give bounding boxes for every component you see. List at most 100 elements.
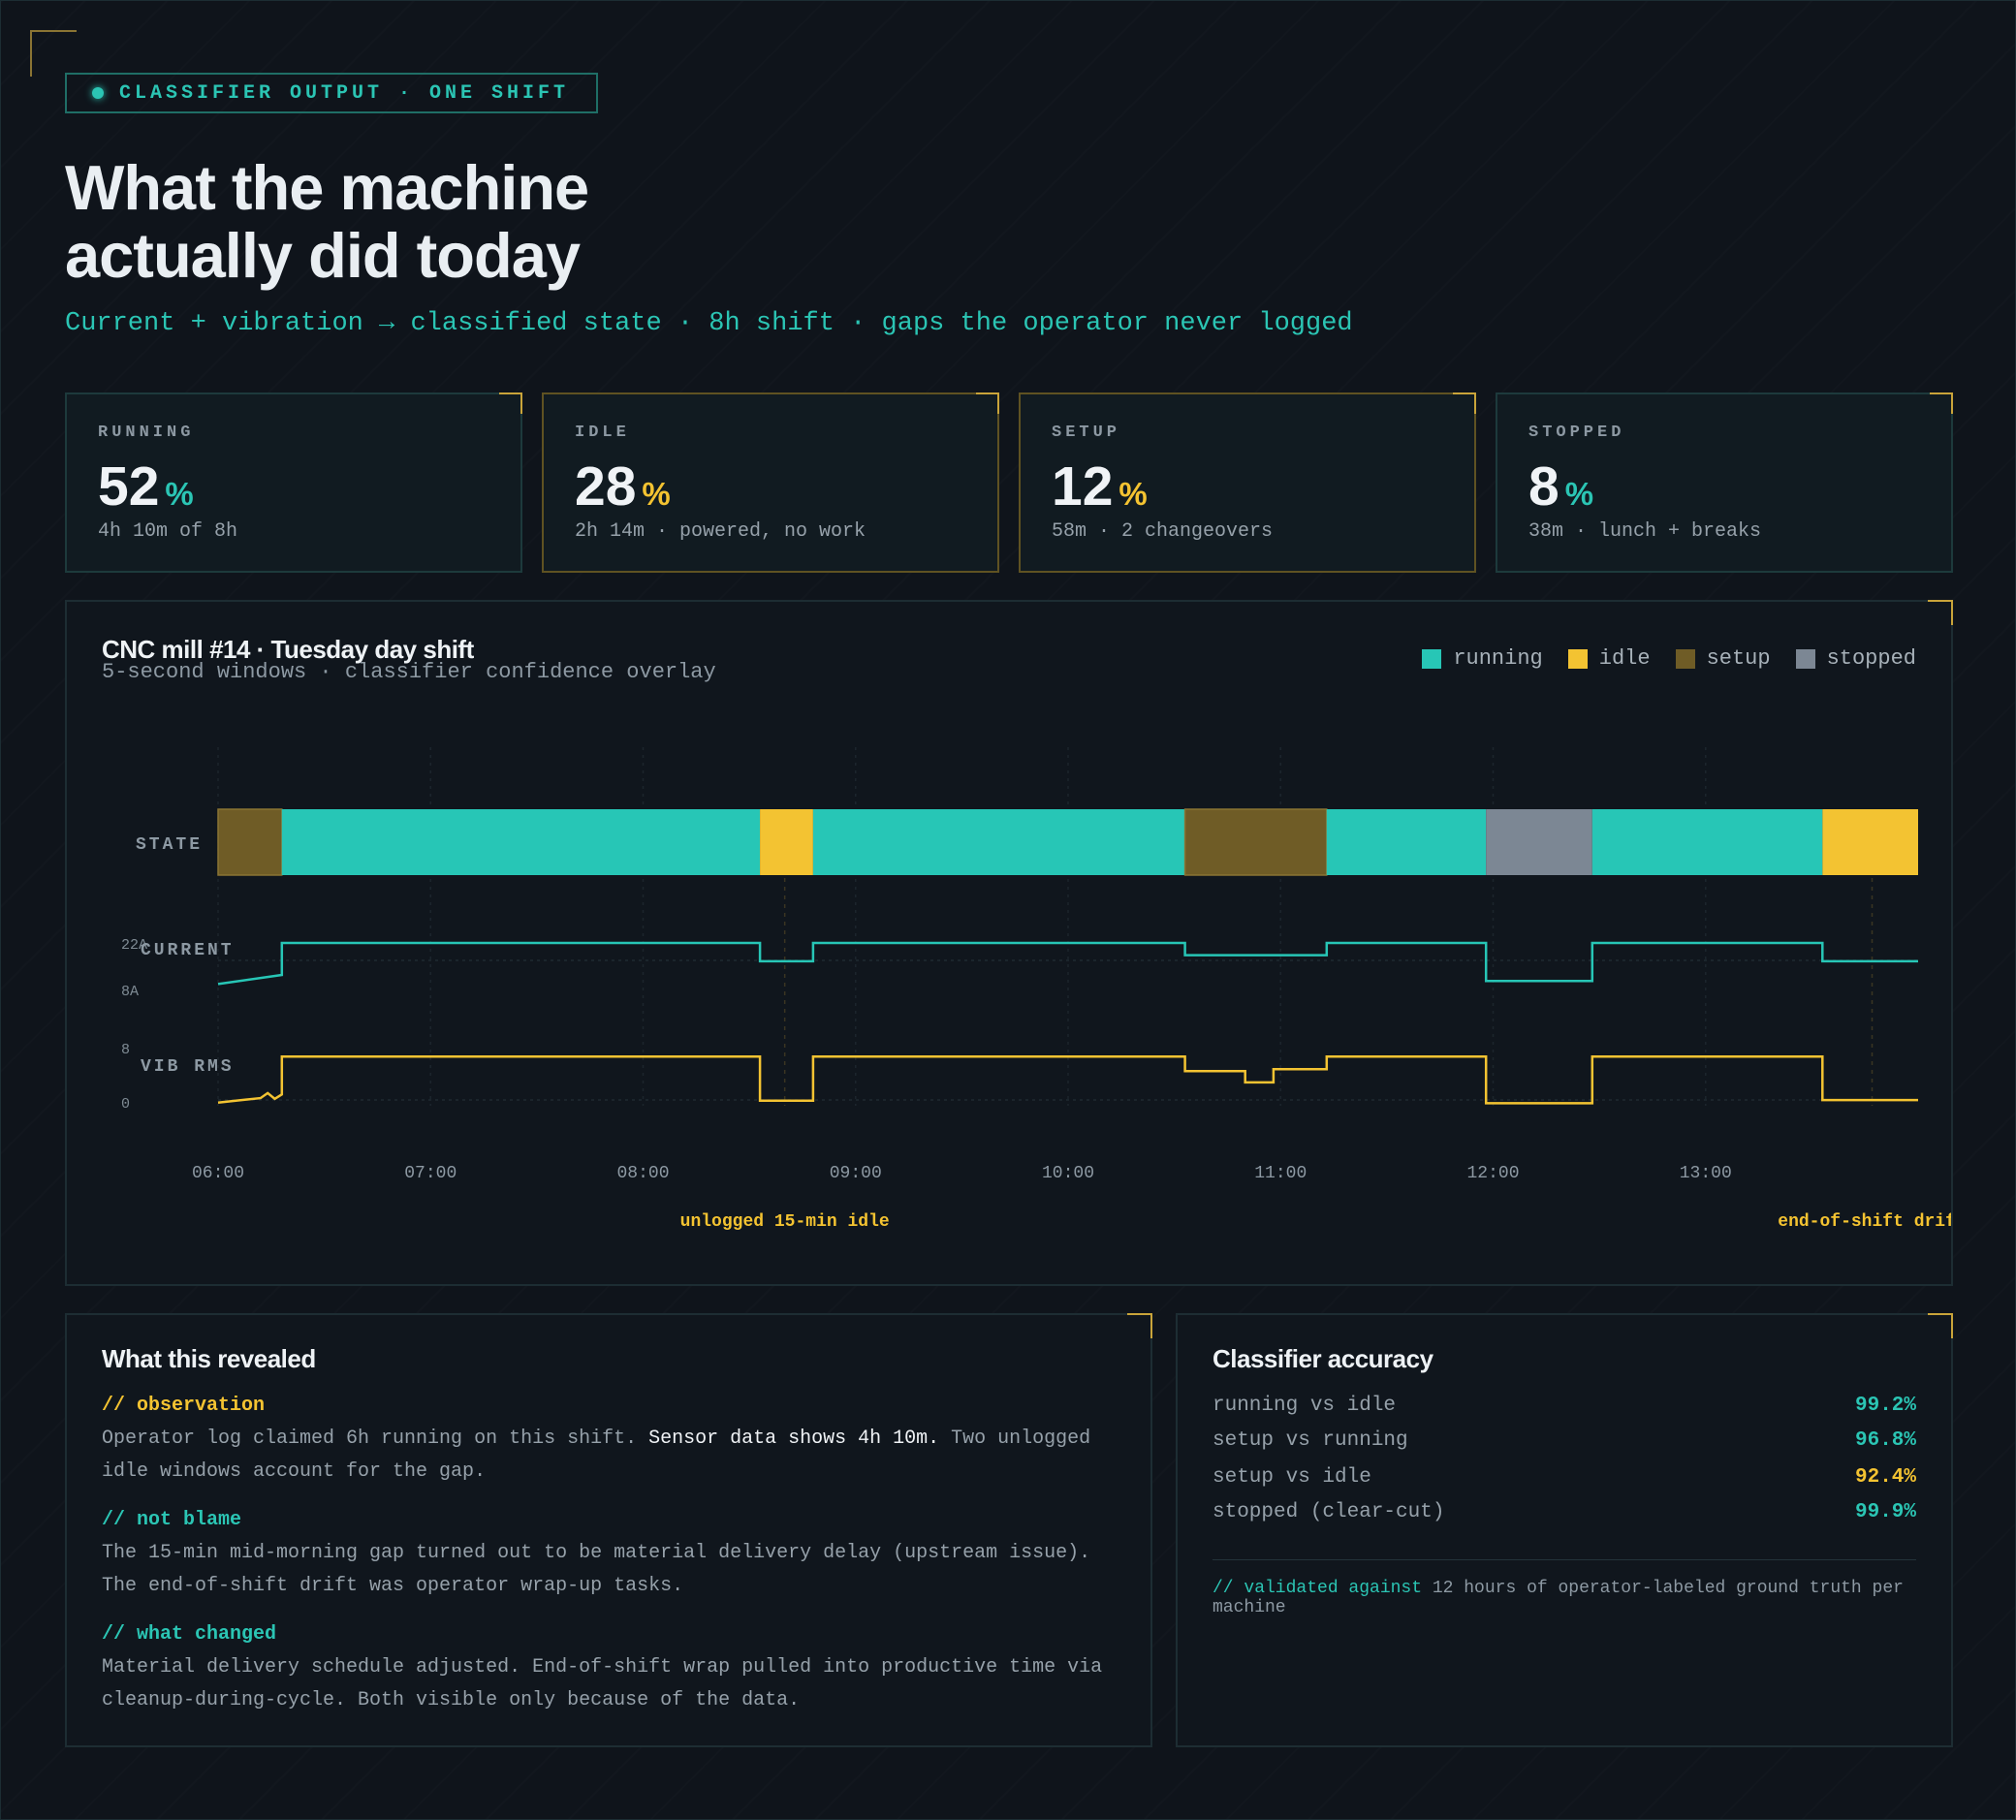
x-tick-label: 07:00 xyxy=(404,1164,457,1183)
accuracy-value: 92.4% xyxy=(1854,1466,1916,1489)
stat-note: 2h 14m · powered, no work xyxy=(575,520,866,543)
header-badge: CLASSIFIER OUTPUT · ONE SHIFT xyxy=(65,73,599,113)
not-blame-text: The 15-min mid-morning gap turned out to… xyxy=(102,1542,1091,1597)
accuracy-row: running vs idle 99.2% xyxy=(1213,1395,1916,1417)
legend-item-idle: idle xyxy=(1567,646,1651,671)
corner-tick xyxy=(1928,1313,1953,1338)
x-tick-label: 09:00 xyxy=(830,1164,882,1183)
legend-label: idle xyxy=(1598,646,1651,671)
annotation-label: unlogged 15-min idle xyxy=(680,1212,890,1232)
stat-number: 8 xyxy=(1528,455,1559,518)
stat-number: 12 xyxy=(1052,455,1114,518)
stat-card-running: RUNNING 52% 4h 10m of 8h xyxy=(65,392,522,573)
stat-value: 8% xyxy=(1528,455,1593,518)
revealed-heading: What this revealed xyxy=(102,1344,316,1373)
page-title: What the machine actually did today xyxy=(65,154,840,290)
accuracy-row: setup vs running 96.8% xyxy=(1213,1429,1916,1452)
corner-bracket xyxy=(30,30,77,77)
accuracy-label: setup vs running xyxy=(1213,1429,1408,1452)
x-tick-label: 06:00 xyxy=(192,1164,244,1183)
accuracy-value: 99.2% xyxy=(1854,1395,1916,1417)
revealed-panel: What this revealed // observation Operat… xyxy=(65,1313,1152,1747)
accuracy-value: 99.9% xyxy=(1854,1501,1916,1523)
legend-swatch xyxy=(1567,648,1588,669)
accuracy-value: 96.8% xyxy=(1854,1429,1916,1452)
divider xyxy=(1213,1559,1916,1560)
state-segment-stopped xyxy=(1486,809,1592,875)
stat-note: 38m · lunch + breaks xyxy=(1528,520,1762,543)
x-tick-label: 10:00 xyxy=(1042,1164,1094,1183)
stat-value: 28% xyxy=(575,455,671,518)
accuracy-label: running vs idle xyxy=(1213,1395,1397,1417)
x-tick-label: 08:00 xyxy=(616,1164,669,1183)
state-segment-setup xyxy=(217,808,283,876)
what-changed-tag: // what changed xyxy=(102,1623,277,1646)
stat-unit: % xyxy=(642,476,671,512)
accuracy-row: setup vs idle 92.4% xyxy=(1213,1466,1916,1489)
vibration-ymax-label: 8 xyxy=(121,1042,130,1058)
corner-tick xyxy=(1453,392,1476,414)
title-line-1: What the machine xyxy=(65,152,589,223)
what-changed-block: // what changed Material delivery schedu… xyxy=(102,1623,1110,1717)
x-tick-label: 12:00 xyxy=(1466,1164,1519,1183)
stat-label: STOPPED xyxy=(1528,424,1625,442)
status-dot-icon xyxy=(92,87,104,99)
state-segment-running xyxy=(1326,809,1487,875)
stat-unit: % xyxy=(1118,476,1148,512)
legend-item-stopped: stopped xyxy=(1795,646,1916,671)
legend-swatch xyxy=(1422,648,1442,669)
accuracy-label: stopped (clear-cut) xyxy=(1213,1501,1445,1523)
observation-text-a: Operator log claimed 6h running on this … xyxy=(102,1428,649,1450)
accuracy-footnote: // validated against 12 hours of operato… xyxy=(1213,1579,1916,1617)
current-series-line xyxy=(217,941,1918,986)
state-segment-running xyxy=(812,809,1185,875)
accuracy-label: setup vs idle xyxy=(1213,1466,1371,1489)
accuracy-row: stopped (clear-cut) 99.9% xyxy=(1213,1501,1916,1523)
not-blame-tag: // not blame xyxy=(102,1509,242,1531)
corner-tick xyxy=(976,392,999,414)
corner-tick xyxy=(1928,600,1953,625)
legend-item-setup: setup xyxy=(1675,646,1771,671)
state-segment-idle xyxy=(1822,809,1918,875)
badge-label: CLASSIFIER OUTPUT · ONE SHIFT xyxy=(119,81,570,105)
chart-title: CNC mill #14 · Tuesday day shift xyxy=(102,635,474,664)
stat-value: 12% xyxy=(1052,455,1148,518)
corner-tick xyxy=(499,392,522,414)
x-tick-label: 11:00 xyxy=(1254,1164,1307,1183)
x-tick-label: 13:00 xyxy=(1680,1164,1732,1183)
legend-label: setup xyxy=(1706,646,1771,671)
vibration-series-line xyxy=(217,1055,1918,1105)
stat-number: 28 xyxy=(575,455,637,518)
chart-subtitle: 5-second windows · classifier confidence… xyxy=(102,660,716,684)
observation-text: Operator log claimed 6h running on this … xyxy=(102,1423,1110,1489)
annotation-label: end-of-shift drift xyxy=(1778,1212,1951,1232)
stat-label: SETUP xyxy=(1052,424,1121,442)
current-row-label: CURRENT xyxy=(141,941,235,960)
footnote-text: 12 hours of operator-labeled ground trut… xyxy=(1213,1579,1904,1617)
stat-unit: % xyxy=(1564,476,1594,512)
state-segment-idle xyxy=(760,809,813,875)
observation-tag: // observation xyxy=(102,1395,266,1417)
vibration-ymin-label: 0 xyxy=(121,1096,130,1113)
state-segment-running xyxy=(281,809,761,875)
stat-card-idle: IDLE 28% 2h 14m · powered, no work xyxy=(542,392,999,573)
timeline-chart-panel: CNC mill #14 · Tuesday day shift 5-secon… xyxy=(65,600,1953,1286)
footnote-key: // validated against xyxy=(1213,1579,1423,1598)
not-blame-block: // not blame The 15-min mid-morning gap … xyxy=(102,1509,1110,1603)
stat-note: 4h 10m of 8h xyxy=(98,520,238,543)
legend-item-running: running xyxy=(1422,646,1543,671)
stat-label: RUNNING xyxy=(98,424,195,442)
stat-card-setup: SETUP 12% 58m · 2 changeovers xyxy=(1019,392,1476,573)
observation-highlight: Sensor data shows 4h 10m. xyxy=(648,1428,940,1450)
legend-swatch xyxy=(1795,648,1815,669)
observation-text-b: Two unlogged idle windows account for th… xyxy=(102,1428,1091,1483)
current-ymax-label: 22A xyxy=(121,937,147,954)
accuracy-heading: Classifier accuracy xyxy=(1213,1344,1433,1373)
legend-label: running xyxy=(1453,646,1543,671)
corner-tick xyxy=(1930,392,1953,414)
legend-swatch xyxy=(1675,648,1695,669)
vibration-row-label: VIB RMS xyxy=(141,1057,235,1077)
current-ymin-label: 8A xyxy=(121,984,139,1000)
chart-legend: running idle setup stopped xyxy=(1422,646,1916,671)
